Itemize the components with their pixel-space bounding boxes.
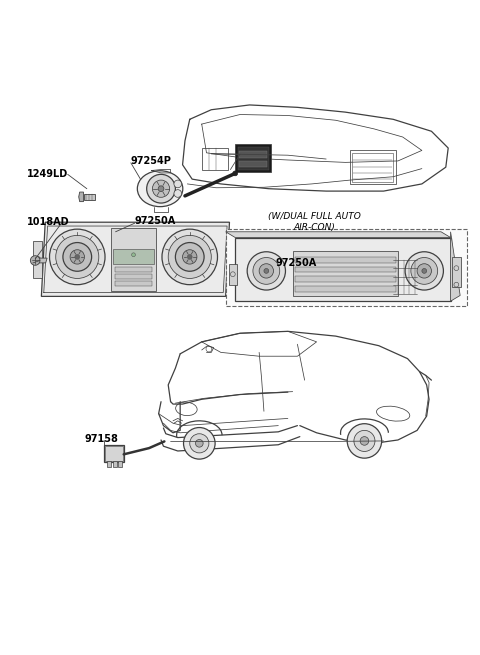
Bar [115, 267, 153, 272]
Bar [239, 161, 267, 167]
Bar [227, 241, 237, 278]
Polygon shape [451, 232, 460, 301]
Bar [239, 151, 267, 158]
Circle shape [182, 250, 197, 264]
Circle shape [175, 242, 204, 271]
Bar [295, 267, 396, 272]
Bar [238, 147, 269, 170]
Circle shape [147, 174, 175, 203]
Text: 97254P: 97254P [131, 156, 172, 166]
Circle shape [264, 269, 269, 273]
Bar [226, 229, 468, 306]
Circle shape [190, 434, 209, 453]
Bar [295, 286, 396, 291]
Text: 1018AD: 1018AD [27, 217, 70, 227]
Bar [113, 461, 117, 467]
Bar [104, 445, 124, 462]
Circle shape [360, 437, 369, 445]
Bar [33, 241, 42, 278]
Text: 97250A: 97250A [135, 216, 176, 226]
Circle shape [56, 235, 99, 278]
Bar [229, 264, 237, 285]
Polygon shape [41, 222, 229, 297]
Bar [235, 144, 271, 172]
Bar [202, 148, 228, 170]
Polygon shape [34, 258, 47, 263]
Circle shape [30, 255, 40, 265]
Circle shape [132, 253, 135, 257]
Circle shape [75, 255, 80, 259]
Circle shape [253, 257, 280, 284]
Bar [105, 445, 123, 460]
Bar [107, 461, 111, 467]
Bar [84, 194, 95, 200]
Circle shape [153, 180, 169, 197]
Circle shape [347, 424, 382, 458]
Circle shape [183, 428, 215, 459]
Circle shape [195, 440, 203, 447]
Circle shape [187, 255, 192, 259]
Text: 97250A: 97250A [276, 258, 317, 268]
Text: (W/DUAL FULL AUTO
AIR-CON): (W/DUAL FULL AUTO AIR-CON) [268, 212, 360, 232]
Ellipse shape [137, 171, 183, 206]
Circle shape [411, 257, 438, 284]
Bar [350, 151, 396, 184]
Bar [111, 228, 156, 291]
Bar [295, 257, 396, 263]
Bar [115, 274, 153, 278]
Circle shape [354, 430, 375, 451]
Polygon shape [235, 238, 451, 301]
Circle shape [63, 242, 92, 271]
Bar [295, 276, 396, 282]
Bar [113, 249, 154, 265]
Circle shape [162, 229, 217, 285]
Circle shape [174, 180, 181, 188]
Polygon shape [79, 192, 84, 202]
Polygon shape [226, 232, 451, 238]
Circle shape [247, 252, 286, 290]
Bar [352, 153, 393, 181]
Circle shape [49, 229, 105, 285]
Bar [293, 251, 398, 297]
Text: 1249LD: 1249LD [27, 170, 68, 179]
Circle shape [233, 171, 238, 176]
Circle shape [422, 269, 427, 273]
Text: 97158: 97158 [84, 434, 119, 443]
Circle shape [168, 235, 211, 278]
Bar [115, 281, 153, 286]
Circle shape [417, 264, 432, 278]
Bar [452, 257, 461, 288]
Circle shape [174, 190, 181, 197]
Circle shape [70, 250, 84, 264]
Circle shape [259, 264, 274, 278]
Bar [119, 461, 122, 467]
Circle shape [158, 186, 164, 191]
Circle shape [405, 252, 444, 290]
